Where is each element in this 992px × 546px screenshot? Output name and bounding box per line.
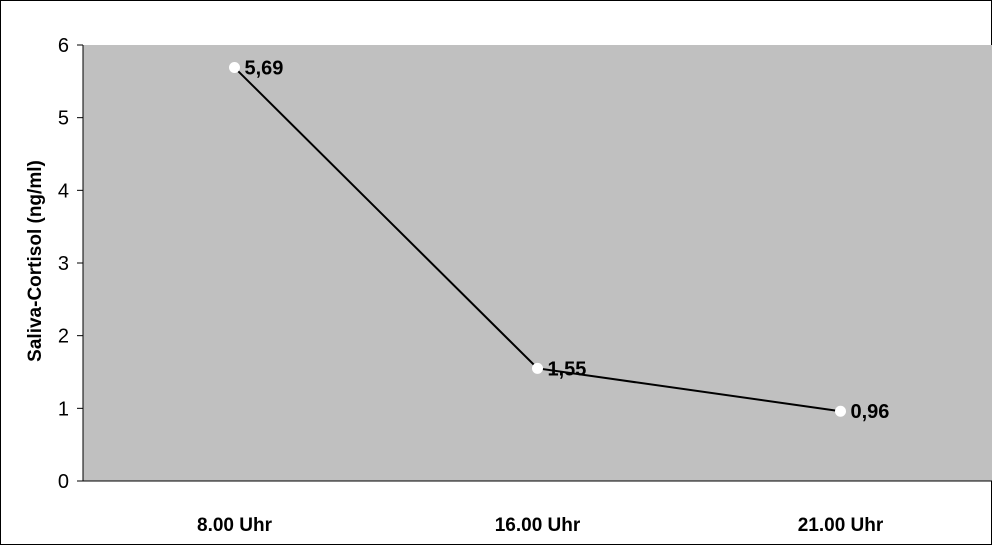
data-point (229, 62, 240, 74)
data-label: 5,69 (245, 58, 284, 80)
y-tick-label: 5 (58, 108, 69, 130)
y-tick-label: 2 (58, 326, 69, 348)
series: 5,69 1,55 0,96 (229, 58, 890, 423)
data-point (532, 362, 543, 374)
y-ticks: 0 1 2 3 4 5 6 (58, 35, 83, 493)
x-labels: 8.00 Uhr 16.00 Uhr 21.00 Uhr (197, 515, 884, 536)
data-label: 0,96 (851, 401, 890, 423)
y-tick-label: 4 (58, 180, 69, 202)
y-axis-title: Saliva-Cortisol (ng/ml) (25, 160, 46, 362)
x-category-label: 8.00 Uhr (197, 515, 273, 536)
y-tick-label: 1 (58, 398, 69, 420)
y-tick-label: 0 (58, 471, 69, 493)
y-tick-label: 3 (58, 253, 69, 275)
data-label: 1,55 (548, 358, 587, 380)
y-tick-label: 6 (58, 35, 69, 57)
data-point (835, 405, 846, 417)
x-category-label: 16.00 Uhr (495, 515, 581, 536)
x-category-label: 21.00 Uhr (798, 515, 884, 536)
